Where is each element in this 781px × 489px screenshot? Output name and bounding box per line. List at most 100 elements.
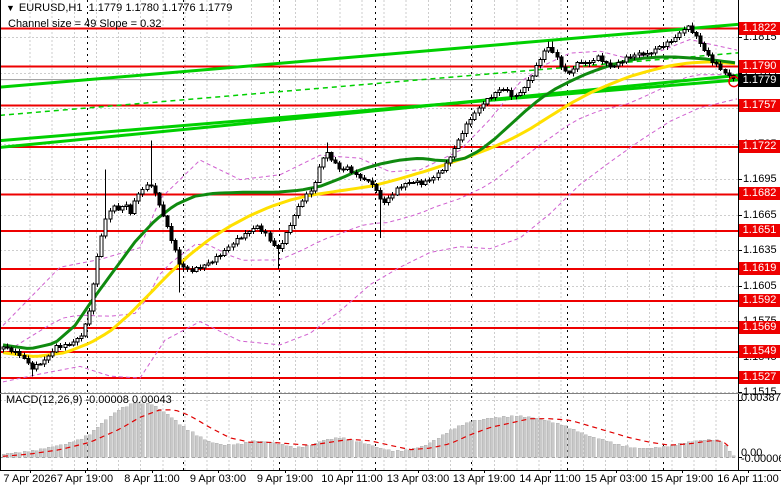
macd-bar xyxy=(431,439,436,458)
macd-bar xyxy=(575,431,580,458)
macd-bar xyxy=(702,439,707,458)
macd-bar xyxy=(128,403,133,458)
time-axis-label: 7 Apr 2026 xyxy=(3,473,57,485)
macd-bar xyxy=(460,425,465,458)
macd-bar xyxy=(42,448,47,458)
price-level-badge: 1.1592 xyxy=(739,294,780,307)
macd-bar xyxy=(583,434,588,458)
macd-bar xyxy=(596,438,601,458)
macd-bar xyxy=(653,447,658,458)
time-axis-label: 13 Apr 03:00 xyxy=(386,473,450,485)
macd-bar xyxy=(272,442,277,458)
macd-bar xyxy=(497,417,502,458)
macd-bar xyxy=(415,447,420,458)
macd-bar xyxy=(222,445,227,458)
price-level-badge: 1.1527 xyxy=(739,371,780,384)
macd-bar xyxy=(370,445,375,458)
macd-bar xyxy=(202,439,207,458)
macd-bar xyxy=(452,428,457,458)
macd-bar xyxy=(423,444,428,458)
macd-bar xyxy=(632,447,637,458)
macd-bar xyxy=(210,442,215,458)
macd-bar xyxy=(103,419,108,458)
macd-bar xyxy=(661,446,666,458)
macd-bar xyxy=(362,443,367,458)
price-level-badge: 1.1569 xyxy=(739,321,780,334)
macd-bar xyxy=(296,446,301,458)
macd-bar xyxy=(612,443,617,458)
macd-bar xyxy=(54,445,59,458)
macd-bar xyxy=(63,443,68,458)
macd-bar xyxy=(714,439,719,458)
price-level-badge: 1.1722 xyxy=(739,140,780,153)
chevron-down-icon[interactable]: ▼ xyxy=(6,3,15,13)
macd-bar xyxy=(456,425,461,458)
macd-bar xyxy=(226,444,231,458)
bollinger-bands xyxy=(2,38,738,383)
macd-bar xyxy=(509,415,514,458)
macd-bar xyxy=(477,419,482,458)
macd-bar xyxy=(665,446,670,458)
macd-bar xyxy=(468,421,473,458)
macd-bar xyxy=(79,439,84,458)
macd-bar xyxy=(75,439,80,458)
price-level-badge: 1.1790 xyxy=(739,60,780,73)
macd-bar xyxy=(149,404,154,458)
price-axis-tick-label: 1.1515 xyxy=(743,386,777,398)
macd-axis-last-label: -0.00006 xyxy=(741,453,781,465)
macd-bar xyxy=(690,441,695,458)
macd-bar xyxy=(567,428,572,458)
macd-bar xyxy=(481,418,486,458)
time-axis-label: 8 Apr 11:00 xyxy=(124,473,180,485)
macd-bar xyxy=(325,438,330,458)
macd-bar xyxy=(251,440,256,458)
macd-bar xyxy=(538,418,543,458)
macd-bar xyxy=(309,445,314,458)
macd-signal-line xyxy=(2,409,730,457)
symbol-period-label: EURUSD,H1 xyxy=(18,2,83,14)
macd-bar xyxy=(198,436,203,458)
macd-bar xyxy=(718,441,723,458)
macd-bar xyxy=(329,438,334,458)
bollinger-lower xyxy=(2,98,738,383)
macd-bar xyxy=(71,441,76,458)
macd-bar xyxy=(91,429,96,458)
macd-bar xyxy=(112,412,117,458)
macd-bar xyxy=(177,424,182,458)
macd-bar xyxy=(374,446,379,458)
macd-bar xyxy=(436,437,441,458)
macd-bar xyxy=(50,446,55,458)
time-axis-label: 13 Apr 19:00 xyxy=(452,473,516,485)
macd-pane xyxy=(0,401,738,458)
macd-bar xyxy=(263,441,268,458)
macd-bar xyxy=(145,402,150,458)
macd-bar xyxy=(304,445,309,458)
macd-bar xyxy=(472,420,477,458)
macd-bar xyxy=(5,453,10,458)
macd-bar xyxy=(157,409,162,458)
trendline-solid xyxy=(0,78,739,143)
macd-bar xyxy=(440,434,445,458)
macd-bar xyxy=(67,442,72,458)
macd-bar xyxy=(403,449,408,458)
macd-bar xyxy=(628,447,633,458)
macd-bar xyxy=(26,451,31,458)
price-level-badge: 1.1757 xyxy=(739,99,780,112)
price-level-badge: 1.1822 xyxy=(739,22,780,35)
macd-bar xyxy=(386,449,391,458)
macd-bar xyxy=(276,443,281,458)
macd-indicator-label: MACD(12,26,9) -0.00008 0.00043 xyxy=(6,394,172,406)
trend-channel-lines[interactable] xyxy=(0,22,739,149)
macd-bar xyxy=(526,416,531,458)
macd-bar xyxy=(411,448,416,458)
frame xyxy=(0,0,781,473)
macd-bar xyxy=(673,444,678,458)
macd-bar xyxy=(390,450,395,458)
macd-bar xyxy=(489,418,494,458)
macd-bar xyxy=(657,447,662,458)
macd-bar xyxy=(190,431,195,458)
time-axis-label: 9 Apr 03:00 xyxy=(189,473,247,485)
macd-bar xyxy=(505,416,510,458)
macd-bar xyxy=(206,440,211,458)
